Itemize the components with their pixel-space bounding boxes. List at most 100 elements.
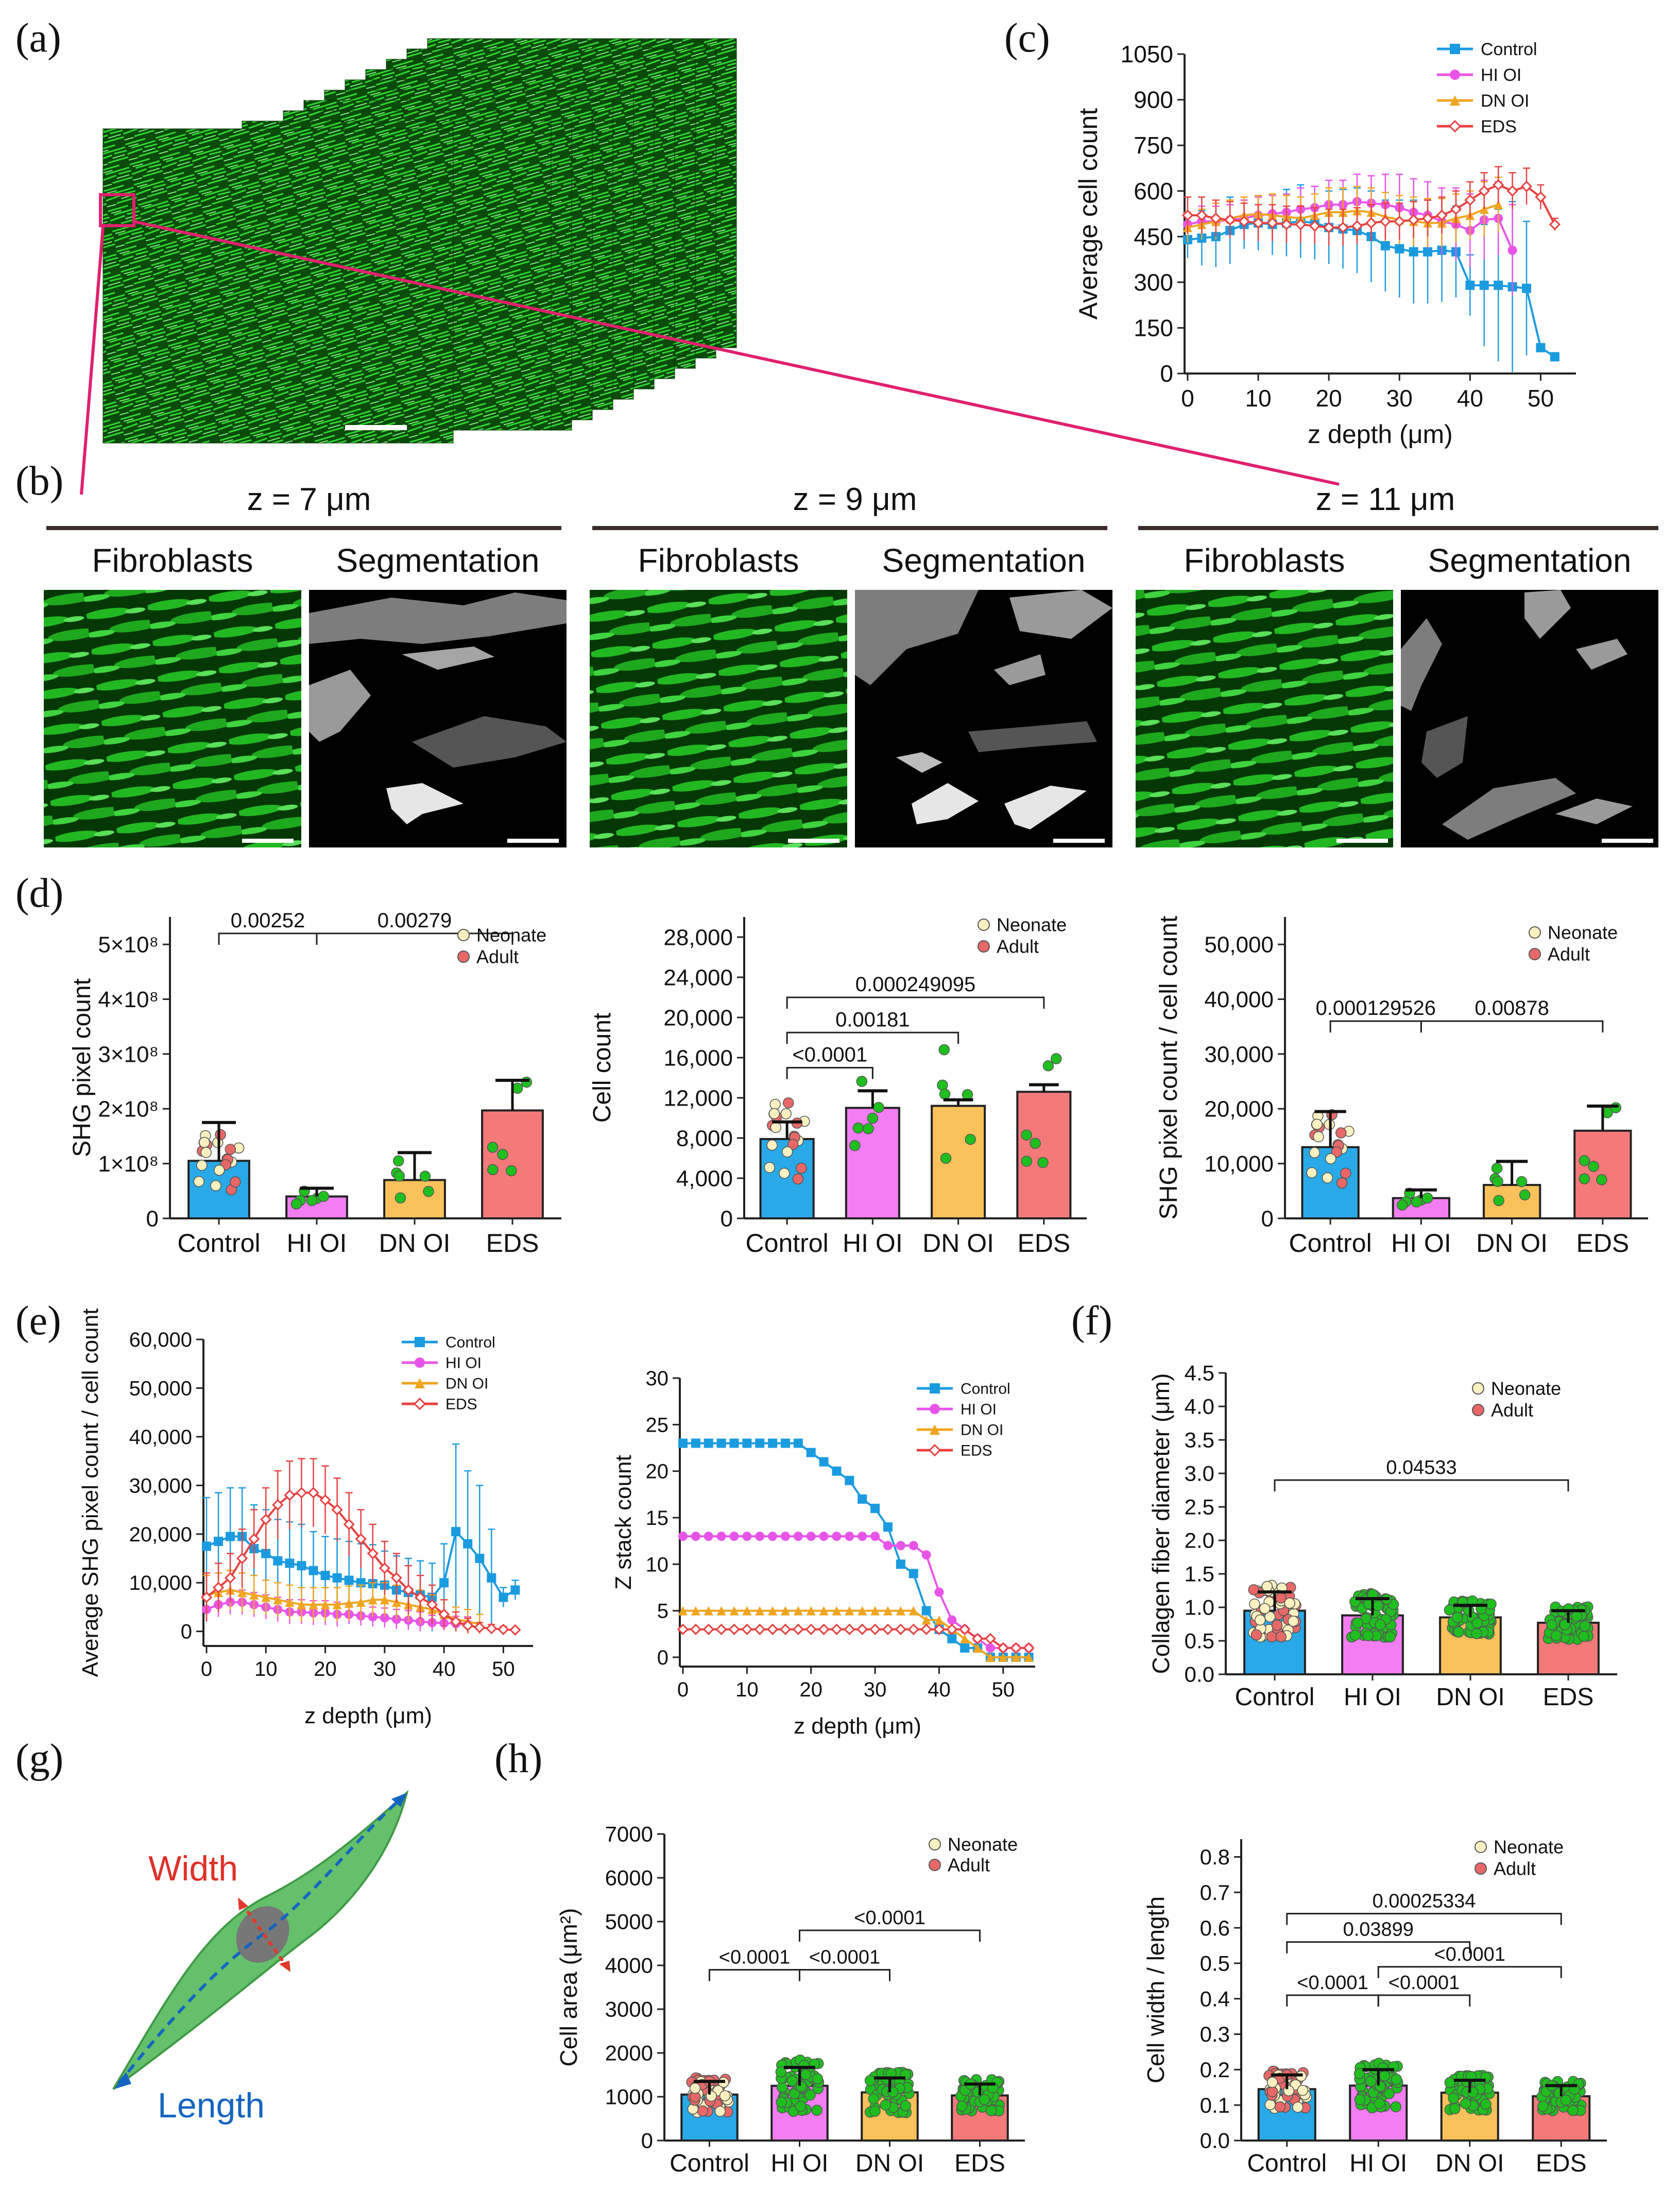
data-point bbox=[908, 1541, 918, 1551]
data-point bbox=[202, 1541, 211, 1551]
legend-label: HI OI bbox=[445, 1355, 482, 1372]
x-tick-label: 30 bbox=[373, 1658, 397, 1680]
data-point bbox=[474, 1621, 486, 1634]
data-point bbox=[1252, 217, 1264, 229]
x-tick-label: 10 bbox=[735, 1678, 759, 1701]
legend-label: Neonate bbox=[476, 925, 546, 946]
data-point bbox=[1379, 2070, 1391, 2082]
y-tick-label: 3×10⁸ bbox=[98, 1042, 159, 1067]
significance-bracket bbox=[786, 1067, 873, 1079]
data-point bbox=[793, 1532, 803, 1541]
data-point bbox=[729, 1606, 739, 1616]
y-tick-label: 0 bbox=[641, 2129, 653, 2153]
significance-bracket bbox=[1377, 1994, 1471, 2007]
zoom-line-left bbox=[80, 226, 105, 495]
data-point bbox=[413, 1397, 426, 1411]
y-tick-label: 0.1 bbox=[1200, 2093, 1230, 2117]
data-point bbox=[728, 1623, 740, 1635]
data-point bbox=[1579, 1173, 1590, 1184]
data-point bbox=[356, 1598, 366, 1607]
data-point bbox=[985, 1643, 995, 1653]
data-point bbox=[793, 1438, 803, 1448]
data-point bbox=[463, 1539, 473, 1549]
data-point bbox=[780, 1606, 790, 1616]
data-point bbox=[1478, 185, 1490, 197]
data-point bbox=[845, 1475, 854, 1485]
data-point bbox=[237, 1588, 247, 1598]
p-value-label: <0.0001 bbox=[792, 1044, 867, 1066]
y-tick-label: 0.5 bbox=[1200, 1951, 1230, 1976]
data-point bbox=[965, 1133, 976, 1145]
category-label: EDS bbox=[1017, 1229, 1070, 1258]
data-point bbox=[1271, 1619, 1283, 1631]
category-label: HI OI bbox=[1391, 1229, 1451, 1258]
data-point bbox=[331, 1504, 343, 1516]
data-point bbox=[215, 1129, 226, 1141]
legend-marker bbox=[1529, 926, 1541, 939]
data-point bbox=[1546, 1619, 1557, 1631]
data-point bbox=[858, 1532, 867, 1541]
data-point bbox=[870, 1606, 880, 1616]
data-point bbox=[1264, 2099, 1276, 2111]
y-tick-label: 20,000 bbox=[663, 1005, 733, 1030]
data-point bbox=[792, 1173, 804, 1185]
data-point bbox=[783, 1097, 794, 1109]
data-point bbox=[226, 1532, 235, 1541]
data-point bbox=[355, 1533, 367, 1545]
data-point bbox=[1337, 222, 1349, 233]
data-point bbox=[415, 1357, 425, 1368]
data-point bbox=[1037, 1157, 1049, 1168]
y-tick-label: 60,000 bbox=[129, 1329, 192, 1351]
data-point bbox=[896, 1559, 905, 1569]
data-point bbox=[769, 1098, 781, 1110]
x-tick-label: 20 bbox=[1316, 385, 1342, 412]
data-point bbox=[1549, 218, 1561, 230]
data-point bbox=[332, 1573, 342, 1583]
data-point bbox=[438, 1608, 450, 1620]
data-point bbox=[868, 2093, 880, 2104]
data-point bbox=[1261, 1581, 1273, 1592]
data-point bbox=[423, 1185, 434, 1197]
data-point bbox=[1567, 2104, 1579, 2116]
y-tick-label: 4000 bbox=[605, 1954, 653, 1978]
data-point bbox=[1322, 1172, 1333, 1184]
data-point bbox=[1395, 244, 1404, 253]
data-point bbox=[392, 1155, 404, 1167]
data-point bbox=[1596, 1174, 1607, 1185]
data-point bbox=[691, 1438, 700, 1448]
data-point bbox=[511, 1082, 523, 1094]
significance-bracket bbox=[1286, 1994, 1379, 2007]
data-point bbox=[849, 1140, 861, 1151]
data-point bbox=[938, 1044, 950, 1056]
data-point bbox=[1288, 1616, 1299, 1627]
data-point bbox=[1051, 1053, 1062, 1064]
width-arrow bbox=[241, 1903, 287, 1966]
data-point bbox=[811, 2104, 822, 2116]
category-label: DN OI bbox=[379, 1229, 451, 1258]
data-point bbox=[1238, 215, 1250, 227]
data-point bbox=[236, 1552, 248, 1565]
data-point bbox=[1023, 1642, 1035, 1654]
category-label: Control bbox=[746, 1229, 829, 1258]
data-point bbox=[306, 1195, 318, 1207]
data-point bbox=[706, 2090, 717, 2102]
data-point bbox=[320, 1600, 330, 1609]
data-point bbox=[212, 1582, 225, 1593]
y-tick-label: 20,000 bbox=[129, 1523, 192, 1546]
data-point bbox=[1325, 1153, 1336, 1164]
panel-label-e: (e) bbox=[15, 1298, 61, 1344]
segmentation-label: Segmentation bbox=[882, 542, 1086, 579]
segmentation-label: Segmentation bbox=[1428, 542, 1632, 579]
data-point bbox=[1010, 1642, 1022, 1654]
data-point bbox=[308, 1566, 318, 1575]
data-point bbox=[1309, 220, 1321, 232]
y-axis-label: Cell width / length bbox=[1142, 1896, 1169, 2083]
data-point bbox=[1042, 1060, 1054, 1072]
data-point bbox=[1375, 1619, 1386, 1631]
y-tick-label: 1000 bbox=[605, 2085, 653, 2109]
data-point bbox=[1021, 1129, 1033, 1141]
data-point bbox=[729, 1532, 739, 1541]
category-label: DN OI bbox=[1436, 1684, 1504, 1711]
data-point bbox=[907, 1623, 919, 1635]
